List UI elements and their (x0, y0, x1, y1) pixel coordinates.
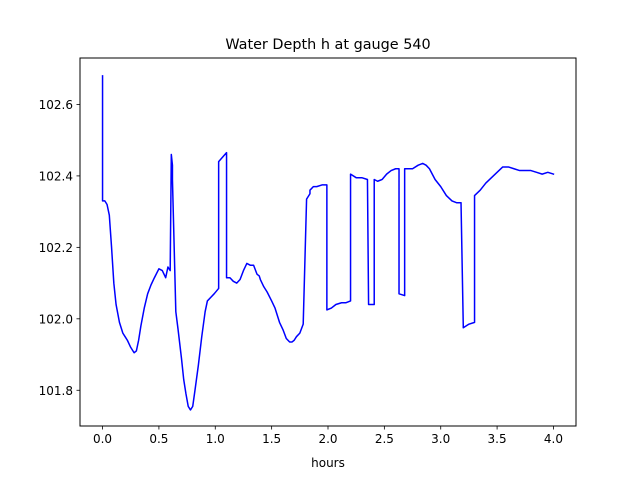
x-tick-label: 0.5 (149, 432, 168, 446)
y-tick-label: 102.2 (39, 241, 73, 255)
series-layer (101, 75, 555, 411)
y-axis-ticks: 101.8 102.0 102.2 102.4 102.6 (39, 98, 80, 398)
x-axis-ticks: 0.0 0.5 1.0 1.5 2.0 2.5 3.0 3.5 4.0 (93, 426, 563, 446)
x-tick-label: 0.0 (93, 432, 112, 446)
series-line (101, 75, 555, 411)
plot-frame (79, 57, 577, 427)
plot-area (80, 58, 576, 426)
y-tick-label: 102.4 (39, 169, 73, 183)
y-tick-label: 102.6 (39, 98, 73, 112)
x-tick-label: 4.0 (544, 432, 563, 446)
y-tick-label: 102.0 (39, 312, 73, 326)
x-tick-label: 1.5 (262, 432, 281, 446)
x-tick-label: 3.5 (488, 432, 507, 446)
x-tick-label: 2.5 (375, 432, 394, 446)
x-tick-label: 3.0 (431, 432, 450, 446)
x-tick-label: 1.0 (206, 432, 225, 446)
chart-title: Water Depth h at gauge 540 (225, 37, 430, 53)
x-axis-label: hours (311, 456, 345, 470)
x-tick-label: 2.0 (318, 432, 337, 446)
y-tick-label: 101.8 (39, 384, 73, 398)
